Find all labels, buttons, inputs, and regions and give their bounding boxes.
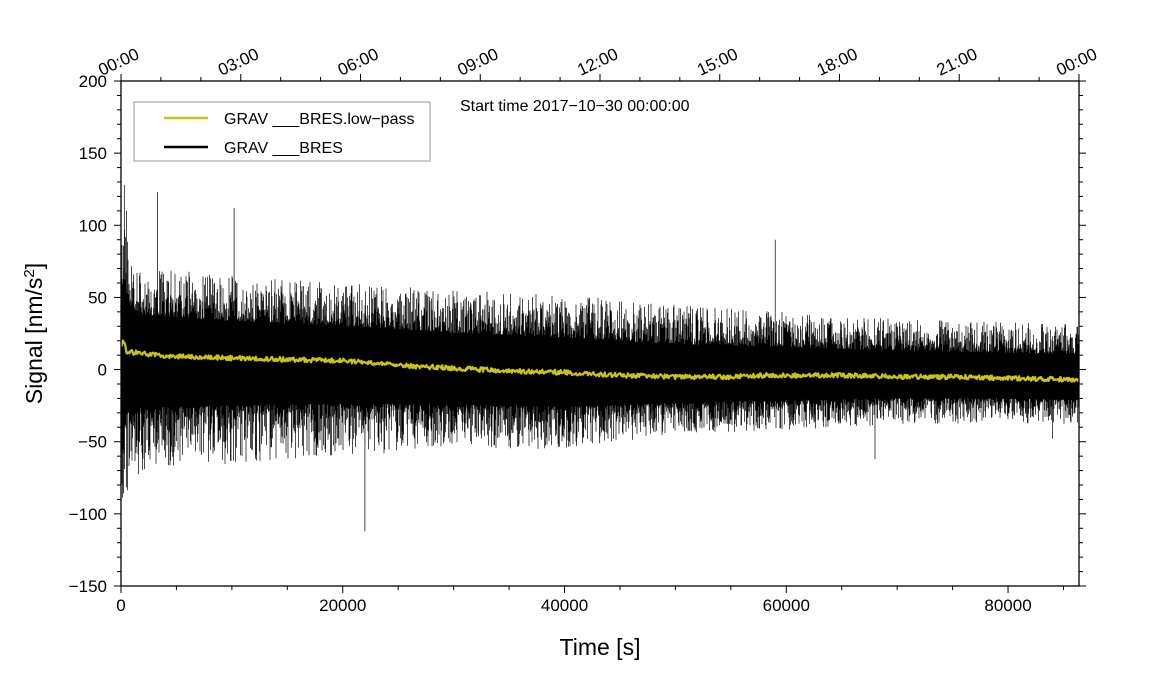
y-axis-title-superscript: 2 (21, 269, 38, 277)
series-grav-bres-lowpass (120, 339, 1080, 383)
x-tick-label: 60000 (763, 596, 810, 615)
series-grav-bres-lowpass-trace (120, 339, 1080, 383)
legend-box (133, 101, 431, 162)
y-tick-label: −100 (69, 505, 107, 524)
top-tick-label: 18:00 (814, 44, 861, 79)
y-tick-label: 100 (79, 216, 107, 235)
top-tick-label: 00:00 (1053, 44, 1100, 79)
top-tick-label: 09:00 (455, 44, 502, 79)
x-tick-label: 80000 (984, 596, 1031, 615)
y-axis-title: Signal [nm/s2] (21, 263, 48, 404)
legend: GRAV ___BRES.low−pass GRAV ___BRES (133, 101, 431, 162)
start-time-annotation: Start time 2017−10−30 00:00:00 (460, 98, 690, 115)
x-axis-title: Time [s] (560, 634, 641, 660)
y-tick-label: −50 (78, 433, 107, 452)
x-tick-label: 40000 (541, 596, 588, 615)
y-tick-label: 200 (79, 72, 107, 91)
top-tick-label: 21:00 (934, 44, 981, 79)
top-tick-label: 12:00 (574, 44, 621, 79)
top-tick-label: 15:00 (694, 44, 741, 79)
top-tick-label: 06:00 (335, 44, 382, 79)
top-tick-label: 03:00 (215, 44, 262, 79)
y-axis-title-close: ] (21, 263, 47, 269)
legend-label-bres: GRAV ___BRES (224, 140, 343, 157)
y-tick-label: 50 (88, 288, 107, 307)
legend-label-lowpass: GRAV ___BRES.low−pass (224, 111, 414, 128)
tick-marks (114, 74, 1086, 593)
y-axis-title-main: Signal [nm/s (21, 278, 47, 405)
y-tick-label: −150 (69, 577, 107, 596)
top-tick-label: 00:00 (95, 44, 142, 79)
x-tick-label: 20000 (319, 596, 366, 615)
x-tick-label: 0 (116, 596, 125, 615)
y-tick-label: 150 (79, 144, 107, 163)
y-tick-label: 0 (98, 361, 107, 380)
